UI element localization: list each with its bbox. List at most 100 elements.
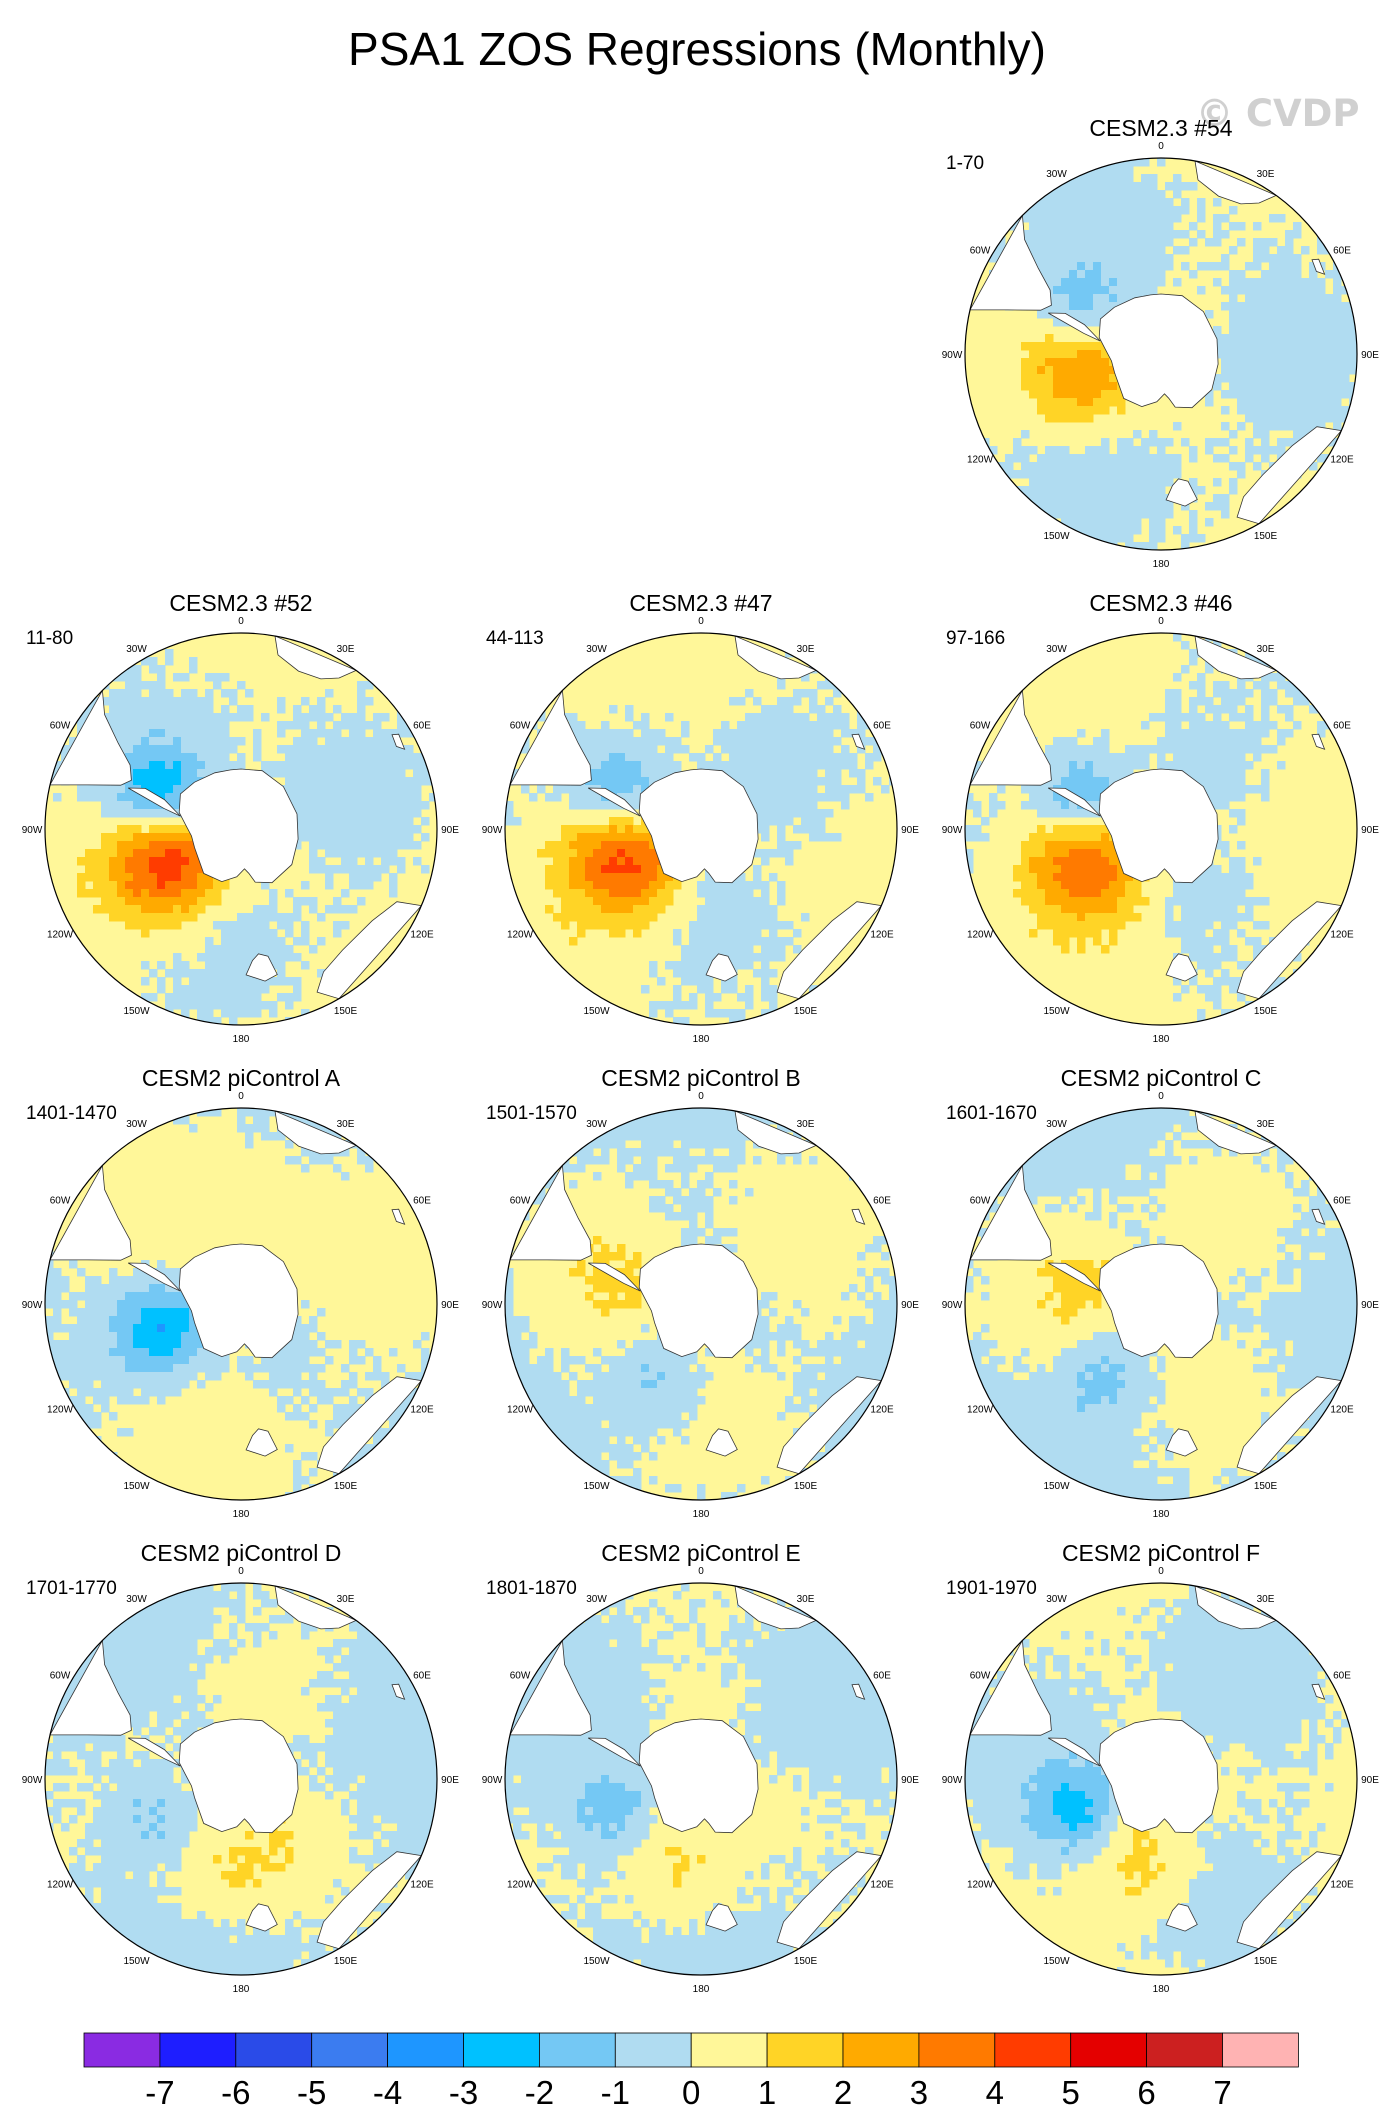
field-cell xyxy=(365,1388,374,1397)
field-cell xyxy=(665,713,674,722)
field-cell xyxy=(1165,238,1174,247)
field-cell xyxy=(1101,374,1110,383)
field-cell xyxy=(349,841,358,850)
field-cell xyxy=(141,1380,150,1389)
field-cell xyxy=(1061,945,1070,954)
field-cell xyxy=(205,761,214,770)
field-cell xyxy=(365,753,374,762)
longitude-label: 90E xyxy=(1361,350,1379,361)
field-cell xyxy=(1277,318,1286,327)
field-cell xyxy=(173,705,182,714)
field-cell xyxy=(1077,921,1086,930)
longitude-label: 90E xyxy=(1361,825,1379,836)
field-cell xyxy=(1053,358,1062,367)
field-cell xyxy=(1245,382,1254,391)
field-cell xyxy=(157,769,166,778)
field-cell xyxy=(213,961,222,970)
field-cell xyxy=(1261,681,1270,690)
field-cell xyxy=(413,753,422,762)
field-cell xyxy=(205,881,214,890)
field-cell xyxy=(1085,462,1094,471)
field-cell xyxy=(269,897,278,906)
field-cell xyxy=(397,713,406,722)
field-cell xyxy=(1085,889,1094,898)
field-cell xyxy=(181,969,190,978)
field-cell xyxy=(713,897,722,906)
field-cell xyxy=(817,833,826,842)
field-cell xyxy=(817,737,826,746)
field-cell xyxy=(689,961,698,970)
field-cell xyxy=(1069,785,1078,794)
field-cell xyxy=(1301,278,1310,287)
field-cell xyxy=(1245,913,1254,922)
australia-land xyxy=(1236,426,1343,525)
field-cell xyxy=(1069,246,1078,255)
field-cell xyxy=(197,1001,206,1010)
field-cell xyxy=(1125,494,1134,503)
field-cell xyxy=(325,753,334,762)
field-cell xyxy=(173,1388,182,1397)
field-cell xyxy=(229,985,238,994)
field-cell xyxy=(1149,262,1158,271)
field-cell xyxy=(389,873,398,882)
field-cell xyxy=(1133,214,1142,223)
field-cell xyxy=(1045,486,1054,495)
field-cell xyxy=(745,745,754,754)
field-cell xyxy=(1293,302,1302,311)
field-cell xyxy=(1093,398,1102,407)
field-cell xyxy=(141,681,150,690)
field-cell xyxy=(141,865,150,874)
field-cell xyxy=(649,1148,658,1157)
field-cell xyxy=(77,889,86,898)
field-cell xyxy=(1237,366,1246,375)
field-cell xyxy=(705,921,714,930)
field-cell xyxy=(165,649,174,658)
field-cell xyxy=(1077,182,1086,191)
field-cell xyxy=(157,1348,166,1357)
field-cell xyxy=(181,881,190,890)
field-cell xyxy=(793,793,802,802)
field-cell xyxy=(1189,769,1198,778)
field-cell xyxy=(333,921,342,930)
field-cell xyxy=(1237,889,1246,898)
field-cell xyxy=(317,1308,326,1317)
field-cell xyxy=(173,833,182,842)
field-cell xyxy=(349,793,358,802)
field-cell xyxy=(325,833,334,842)
field-cell xyxy=(1101,446,1110,455)
field-cell xyxy=(1077,526,1086,535)
field-cell xyxy=(1285,406,1294,415)
field-cell xyxy=(173,1340,182,1349)
field-cell xyxy=(117,1356,126,1365)
field-cell xyxy=(173,841,182,850)
field-cell xyxy=(245,993,254,1002)
field-cell xyxy=(181,1340,190,1349)
field-cell xyxy=(1285,342,1294,351)
field-cell xyxy=(109,1276,118,1285)
field-cell xyxy=(601,913,610,922)
field-cell xyxy=(317,937,326,946)
field-cell xyxy=(1245,745,1254,754)
field-cell xyxy=(141,713,150,722)
field-cell xyxy=(1013,438,1022,447)
field-cell xyxy=(561,905,570,914)
field-cell xyxy=(53,1300,62,1309)
field-cell xyxy=(1221,953,1230,962)
field-cell xyxy=(1037,865,1046,874)
field-cell xyxy=(777,1124,786,1133)
field-cell xyxy=(641,777,650,786)
field-cell xyxy=(1021,470,1030,479)
field-cell xyxy=(1205,881,1214,890)
field-cell xyxy=(973,825,982,834)
field-cell xyxy=(165,769,174,778)
field-cell xyxy=(149,1388,158,1397)
field-cell xyxy=(101,873,110,882)
field-cell xyxy=(173,769,182,778)
field-cell xyxy=(237,977,246,986)
field-cell xyxy=(349,1396,358,1405)
field-cell xyxy=(1021,358,1030,367)
field-cell xyxy=(641,849,650,858)
field-cell xyxy=(1045,246,1054,255)
field-cell xyxy=(681,1124,690,1133)
field-cell xyxy=(1165,905,1174,914)
